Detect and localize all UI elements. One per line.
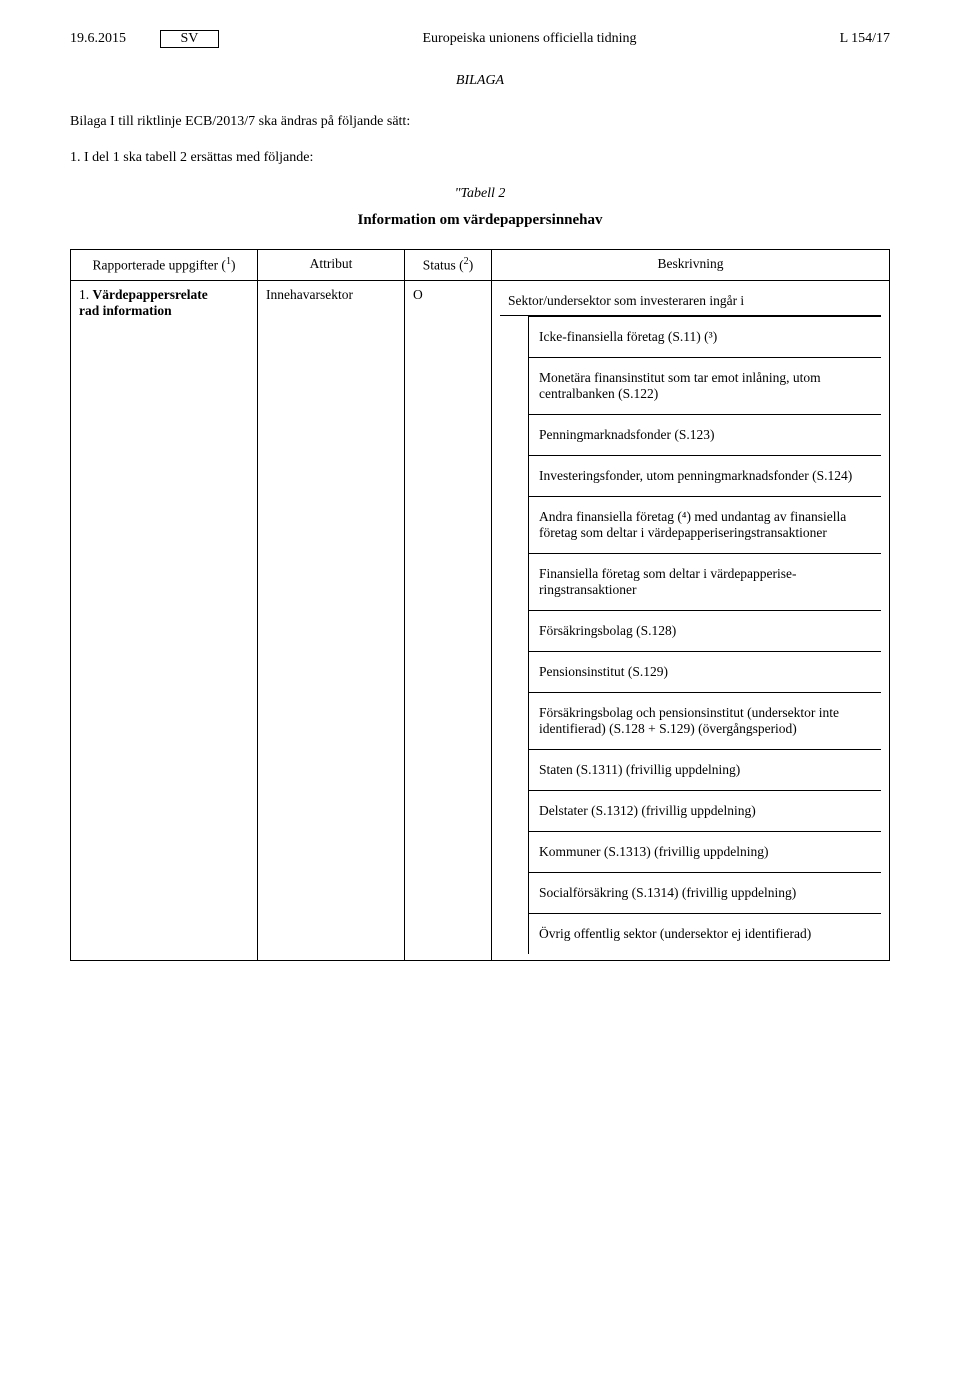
spacer (500, 414, 529, 455)
entry-cell: Investeringsfonder, utom penningmarknads… (529, 455, 882, 496)
entry-cell: Finansiella företag som deltar i värdepa… (529, 553, 882, 610)
inner-row: Socialförsäkring (S.1314) (frivillig upp… (500, 872, 881, 913)
entry-cell: Penningmarknadsfonder (S.123) (529, 414, 882, 455)
table-caption: "Tabell 2 (70, 186, 890, 202)
annex-label: BILAGA (70, 73, 890, 89)
entry-cell: Monetära finansinstitut som tar emot inl… (529, 357, 882, 414)
row1-bold-b: rad information (79, 303, 172, 318)
entry-cell: Kommuner (S.1313) (frivillig uppdelning) (529, 831, 882, 872)
col-header-4: Beskrivning (492, 250, 890, 281)
intro-text: Bilaga I till riktlinje ECB/2013/7 ska ä… (70, 114, 890, 130)
data-table: Rapporterade uppgifter (1) Attribut Stat… (70, 249, 890, 961)
inner-row: Delstater (S.1312) (frivillig uppdelning… (500, 790, 881, 831)
spacer (500, 316, 529, 357)
col3-end: ) (469, 258, 474, 273)
entry-cell: Socialförsäkring (S.1314) (frivillig upp… (529, 872, 882, 913)
spacer (500, 496, 529, 553)
header-journal: Europeiska unionens officiella tidning (219, 31, 839, 47)
spacer (500, 692, 529, 749)
inner-row: Finansiella företag som deltar i värdepa… (500, 553, 881, 610)
row1-num: 1. (79, 287, 89, 302)
entry-cell: Delstater (S.1312) (frivillig uppdelning… (529, 790, 882, 831)
row1-bold-a: Värdepappersrelate (93, 287, 208, 302)
sektor-header: Sektor/undersektor som investeraren ingå… (500, 287, 881, 316)
spacer (500, 749, 529, 790)
inner-row: Kommuner (S.1313) (frivillig uppdelning) (500, 831, 881, 872)
table-header-row: Rapporterade uppgifter (1) Attribut Stat… (71, 250, 890, 281)
page-container: 19.6.2015 SV Europeiska unionens officie… (0, 0, 960, 1001)
entry-cell: Staten (S.1311) (frivillig uppdelning) (529, 749, 882, 790)
inner-row: Andra finansiella företag (⁴) med undant… (500, 496, 881, 553)
entry-cell: Försäkringsbolag (S.128) (529, 610, 882, 651)
inner-row: Försäkringsbolag (S.128) (500, 610, 881, 651)
spacer (500, 872, 529, 913)
cell-status: O (405, 280, 492, 960)
inner-row: Icke-finansiella företag (S.11) (³) (500, 316, 881, 357)
entry-cell: Andra finansiella företag (⁴) med undant… (529, 496, 882, 553)
col-header-3: Status (2) (405, 250, 492, 281)
table-title: Information om värdepappersinnehav (70, 212, 890, 229)
spacer (500, 913, 529, 954)
cell-description: Sektor/undersektor som investeraren ingå… (492, 280, 890, 960)
inner-row: Penningmarknadsfonder (S.123) (500, 414, 881, 455)
cell-reported-info: 1. Värdepappersrelate­rad information (71, 280, 258, 960)
entry-cell: Försäkringsbolag och pensionsinstitut (u… (529, 692, 882, 749)
spacer (500, 610, 529, 651)
entry-cell: Pensionsinstitut (S.129) (529, 651, 882, 692)
spacer (500, 651, 529, 692)
language-box: SV (160, 30, 220, 48)
inner-row: Monetära finansinstitut som tar emot inl… (500, 357, 881, 414)
inner-row: Investeringsfonder, utom penningmarknads… (500, 455, 881, 496)
spacer (500, 790, 529, 831)
table-row: 1. Värdepappersrelate­rad information In… (71, 280, 890, 960)
col1-end: ) (231, 258, 236, 273)
entry-cell: Icke-finansiella företag (S.11) (³) (529, 316, 882, 357)
entry-cell: Övrig offentlig sektor (undersektor ej i… (529, 913, 882, 954)
section-1-text: 1. I del 1 ska tabell 2 ersättas med föl… (70, 150, 890, 166)
inner-row: Pensionsinstitut (S.129) (500, 651, 881, 692)
inner-table: Icke-finansiella företag (S.11) (³) Mone… (500, 316, 881, 954)
spacer (500, 455, 529, 496)
col-header-1: Rapporterade uppgifter (1) (71, 250, 258, 281)
inner-row: Övrig offentlig sektor (undersektor ej i… (500, 913, 881, 954)
col3-text: Status ( (423, 258, 464, 273)
col1-text: Rapporterade uppgifter ( (92, 258, 225, 273)
page-header: 19.6.2015 SV Europeiska unionens officie… (70, 30, 890, 48)
spacer (500, 831, 529, 872)
header-page-ref: L 154/17 (840, 31, 890, 47)
spacer (500, 357, 529, 414)
spacer (500, 553, 529, 610)
col-header-2: Attribut (258, 250, 405, 281)
inner-row: Staten (S.1311) (frivillig uppdelning) (500, 749, 881, 790)
inner-row: Försäkringsbolag och pensionsinstitut (u… (500, 692, 881, 749)
cell-attribute: Innehavarsektor (258, 280, 405, 960)
header-left: 19.6.2015 SV (70, 30, 219, 48)
header-date: 19.6.2015 (70, 31, 126, 46)
